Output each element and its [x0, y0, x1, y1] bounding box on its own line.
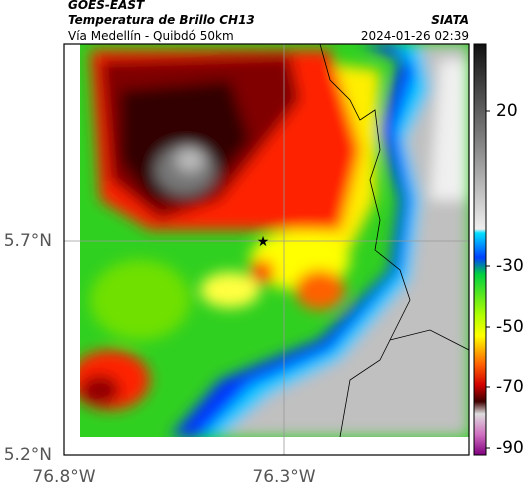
source: GOES-EAST	[68, 0, 145, 12]
colorbar-ticks	[486, 110, 490, 449]
org: SIATA	[431, 13, 469, 27]
lon-tick: 76.8°W	[32, 467, 95, 487]
lat-tick: 5.7°N	[4, 231, 52, 251]
colorbar-label: -70	[496, 377, 524, 397]
map-frame	[63, 43, 470, 456]
subtitle: Vía Medellín - Quibdó 50km	[68, 29, 234, 43]
colorbar	[473, 43, 487, 456]
colorbar-label: -90	[496, 438, 524, 458]
satellite-image	[80, 44, 469, 437]
colorbar-label: -30	[496, 256, 524, 276]
datetime: 2024-01-26 02:39	[361, 29, 469, 43]
location-star: ★	[257, 234, 270, 250]
colorbar-label: 20	[496, 101, 518, 121]
lon-tick: 76.3°W	[252, 467, 315, 487]
title: Temperatura de Brillo CH13	[68, 13, 255, 27]
lat-tick: 5.2°N	[4, 445, 52, 465]
colorbar-label: -50	[496, 317, 524, 337]
